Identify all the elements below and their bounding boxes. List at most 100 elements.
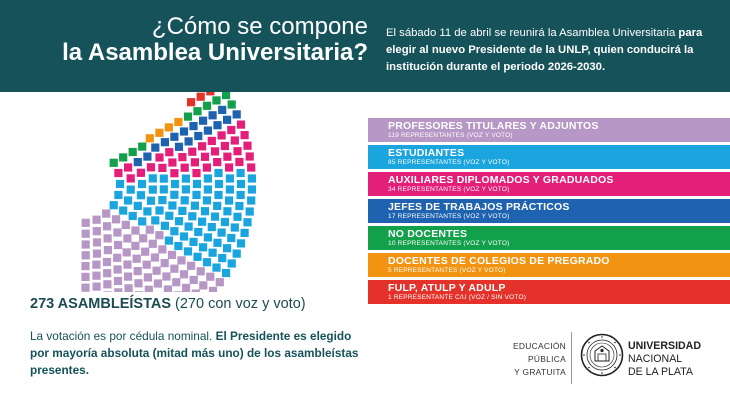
seat xyxy=(187,98,196,107)
seat xyxy=(215,278,224,287)
seat xyxy=(92,227,101,236)
seat xyxy=(189,275,198,284)
seat xyxy=(133,267,142,276)
seat xyxy=(164,236,173,245)
seat xyxy=(177,256,186,265)
seat xyxy=(190,201,199,210)
motto: EDUCACIÓN PÚBLICA Y GRATUITA xyxy=(490,340,566,379)
seat xyxy=(208,286,218,292)
seat xyxy=(155,128,164,137)
seat xyxy=(81,251,90,260)
legend-item-name: DOCENTES DE COLEGIOS DE PREGRADO xyxy=(388,255,610,267)
title-line-2: la Asamblea Universitaria? xyxy=(62,38,368,66)
legend-item-name: NO DOCENTES xyxy=(388,228,468,240)
seat xyxy=(191,289,200,292)
seat xyxy=(180,163,189,172)
seat xyxy=(223,152,232,161)
seat xyxy=(213,201,222,210)
seat xyxy=(174,142,184,151)
seat xyxy=(139,234,148,243)
legend-item: DOCENTES DE COLEGIOS DE PREGRADO 5 REPRES… xyxy=(368,253,730,277)
seat xyxy=(92,238,102,247)
seat xyxy=(141,247,150,256)
university-name-line-1: UNIVERSIDAD xyxy=(628,340,701,352)
seat xyxy=(225,174,234,183)
seat xyxy=(159,185,168,194)
seat xyxy=(196,92,205,101)
seat xyxy=(178,153,187,162)
seat xyxy=(153,279,162,288)
seat xyxy=(227,259,236,268)
seat xyxy=(172,278,181,287)
seat xyxy=(218,105,227,114)
seat xyxy=(112,215,121,224)
seat xyxy=(214,190,223,200)
seat xyxy=(247,174,256,183)
seat xyxy=(102,209,111,218)
seat xyxy=(235,157,244,167)
page-title: ¿Cómo se compone la Asamblea Universitar… xyxy=(62,14,368,66)
seat xyxy=(232,110,241,119)
seat xyxy=(193,107,202,116)
seat xyxy=(240,131,249,140)
seat xyxy=(92,215,101,224)
seat xyxy=(168,201,177,210)
seat xyxy=(208,111,217,120)
seat xyxy=(225,163,234,172)
seat xyxy=(178,206,187,215)
seat xyxy=(146,163,156,172)
university-seal-icon xyxy=(580,333,624,377)
seat xyxy=(192,179,202,189)
seat xyxy=(206,272,215,281)
seat xyxy=(217,228,226,237)
seat xyxy=(230,223,239,232)
seat xyxy=(119,153,128,162)
legend-item-name: ESTUDIANTES xyxy=(388,147,465,159)
seat xyxy=(170,169,179,178)
seat xyxy=(128,147,137,157)
seat xyxy=(160,221,169,230)
title-line-1: ¿Cómo se compone xyxy=(151,13,368,40)
seat xyxy=(160,138,169,147)
seat xyxy=(158,196,167,205)
legend-item-representatives: 119 REPRESENTANTES (VOZ Y VOTO) xyxy=(388,132,513,139)
legend-item: AUXILIARES DIPLOMADOS Y GRADUADOS 34 REPR… xyxy=(368,172,730,196)
seat xyxy=(202,163,211,172)
header-description: El sábado 11 de abril se reunirá la Asam… xyxy=(386,25,716,76)
seat xyxy=(114,168,123,178)
seat xyxy=(223,115,232,124)
seat xyxy=(247,185,256,194)
university-name-line-2: NACIONAL xyxy=(628,353,683,366)
legend-item: JEFES DE TRABAJOS PRÁCTICOS 17 REPRESENTA… xyxy=(368,199,730,223)
seat xyxy=(114,288,123,292)
seat xyxy=(114,190,123,200)
seat xyxy=(213,158,222,167)
seat xyxy=(115,179,125,189)
seat xyxy=(167,250,177,259)
motto-line-2: PÚBLICA xyxy=(528,354,566,365)
legend-item-name: AUXILIARES DIPLOMADOS Y GRADUADOS xyxy=(388,174,614,186)
total-members: 273 ASAMBLEÍSTAS (270 con voz y voto) xyxy=(30,296,306,312)
seat xyxy=(143,273,152,282)
seat xyxy=(148,174,157,183)
seat xyxy=(236,179,246,189)
seat xyxy=(187,261,196,270)
seat xyxy=(136,191,145,200)
seat xyxy=(103,234,112,243)
legend-item-name: PROFESORES TITULARES Y ADJUNTOS xyxy=(388,120,599,132)
header-banner: ¿Cómo se compone la Asamblea Universitar… xyxy=(0,0,730,92)
seat xyxy=(165,148,174,157)
footer-divider xyxy=(571,332,572,384)
seat xyxy=(203,233,212,242)
legend-item-representatives: 17 REPRESENTANTES (VOZ Y VOTO) xyxy=(388,213,510,220)
seat xyxy=(159,174,168,183)
seat xyxy=(138,142,147,151)
seat xyxy=(198,142,207,151)
seat xyxy=(189,122,198,131)
seat xyxy=(179,127,189,136)
legend: PROFESORES TITULARES Y ADJUNTOS 119 REPRE… xyxy=(368,118,730,307)
seat xyxy=(184,222,193,231)
seat xyxy=(207,136,216,145)
seat xyxy=(92,271,101,280)
seat xyxy=(207,223,216,232)
